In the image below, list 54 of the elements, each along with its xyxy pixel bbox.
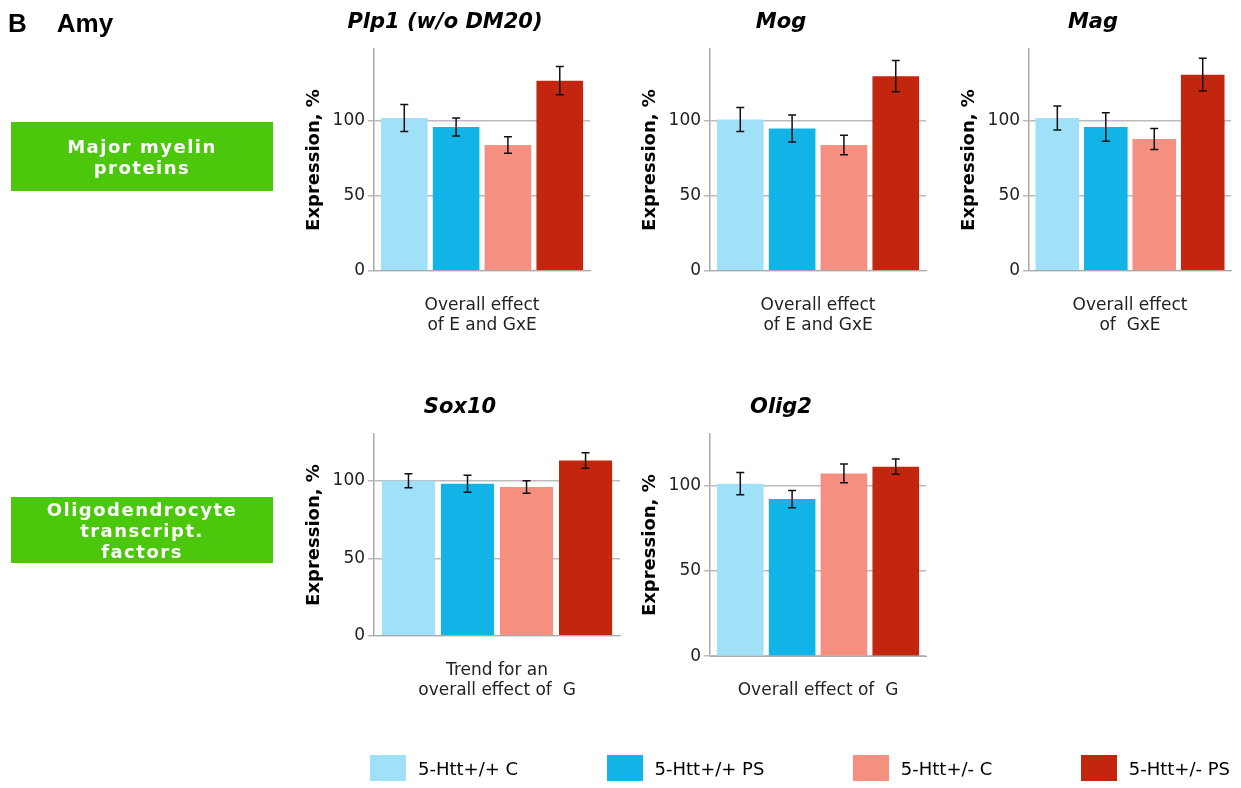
y-tick-label: 100 bbox=[668, 473, 702, 494]
bar bbox=[484, 145, 532, 271]
y-axis-title: Expression, % bbox=[302, 89, 324, 231]
bar bbox=[1132, 139, 1177, 271]
y-tick-label: 0 bbox=[1009, 259, 1021, 280]
y-tick-label: 0 bbox=[690, 644, 702, 665]
text: Amy bbox=[56, 8, 114, 39]
text: Oligodendrocyte transcript. factors bbox=[11, 497, 273, 563]
chart-title: Olig2 bbox=[750, 394, 812, 419]
y-tick-label: 0 bbox=[354, 259, 366, 280]
bar bbox=[820, 145, 868, 271]
y-axis-title: Expression, % bbox=[638, 89, 660, 231]
bar bbox=[381, 480, 436, 636]
y-tick-label: 100 bbox=[668, 109, 702, 130]
chart-title: Mog bbox=[755, 9, 807, 34]
y-tick-label: 50 bbox=[679, 559, 702, 580]
bar bbox=[559, 460, 613, 636]
y-tick-label: 0 bbox=[354, 624, 366, 645]
x-axis-title: Overall effect of E and GxE bbox=[424, 293, 540, 335]
y-tick-label: 50 bbox=[679, 184, 702, 205]
x-axis-title: Overall effect of G bbox=[737, 679, 899, 700]
bar bbox=[536, 80, 584, 271]
bar bbox=[716, 119, 764, 271]
bar bbox=[380, 118, 428, 271]
y-axis-title: Expression, % bbox=[957, 89, 979, 231]
y-axis-title: Expression, % bbox=[302, 464, 324, 606]
y-tick-label: 0 bbox=[690, 259, 702, 280]
bar bbox=[872, 76, 920, 271]
chart-title: Plp1 (w/o DM20) bbox=[347, 9, 543, 34]
text: Major myelin proteins bbox=[11, 122, 273, 191]
x-axis-title: Trend for an overall effect of G bbox=[418, 658, 576, 700]
bar bbox=[432, 127, 480, 271]
y-tick-label: 100 bbox=[332, 469, 366, 490]
x-axis-title: Overall effect of GxE bbox=[1072, 293, 1188, 335]
text: B bbox=[8, 8, 27, 39]
bar bbox=[1035, 118, 1080, 271]
bar bbox=[440, 483, 495, 636]
y-tick-label: 50 bbox=[998, 184, 1021, 205]
y-tick-label: 100 bbox=[987, 109, 1021, 130]
chart-title: Mag bbox=[1067, 9, 1119, 34]
legend-label: 5-Htt+/- C bbox=[900, 757, 993, 779]
y-tick-label: 50 bbox=[343, 184, 366, 205]
bar bbox=[768, 128, 816, 271]
x-axis-title: Overall effect of E and GxE bbox=[760, 293, 876, 335]
y-axis-title: Expression, % bbox=[638, 474, 660, 617]
legend-label: 5-Htt+/+ PS bbox=[654, 757, 765, 779]
legend-label: 5-Htt+/+ C bbox=[418, 757, 519, 779]
chart-title: Sox10 bbox=[423, 394, 497, 419]
legend-label: 5-Htt+/- PS bbox=[1128, 757, 1230, 779]
bar bbox=[499, 486, 554, 636]
y-tick-label: 100 bbox=[332, 109, 366, 130]
bar bbox=[1083, 127, 1128, 271]
y-tick-label: 50 bbox=[343, 546, 366, 567]
bar bbox=[1180, 74, 1225, 271]
